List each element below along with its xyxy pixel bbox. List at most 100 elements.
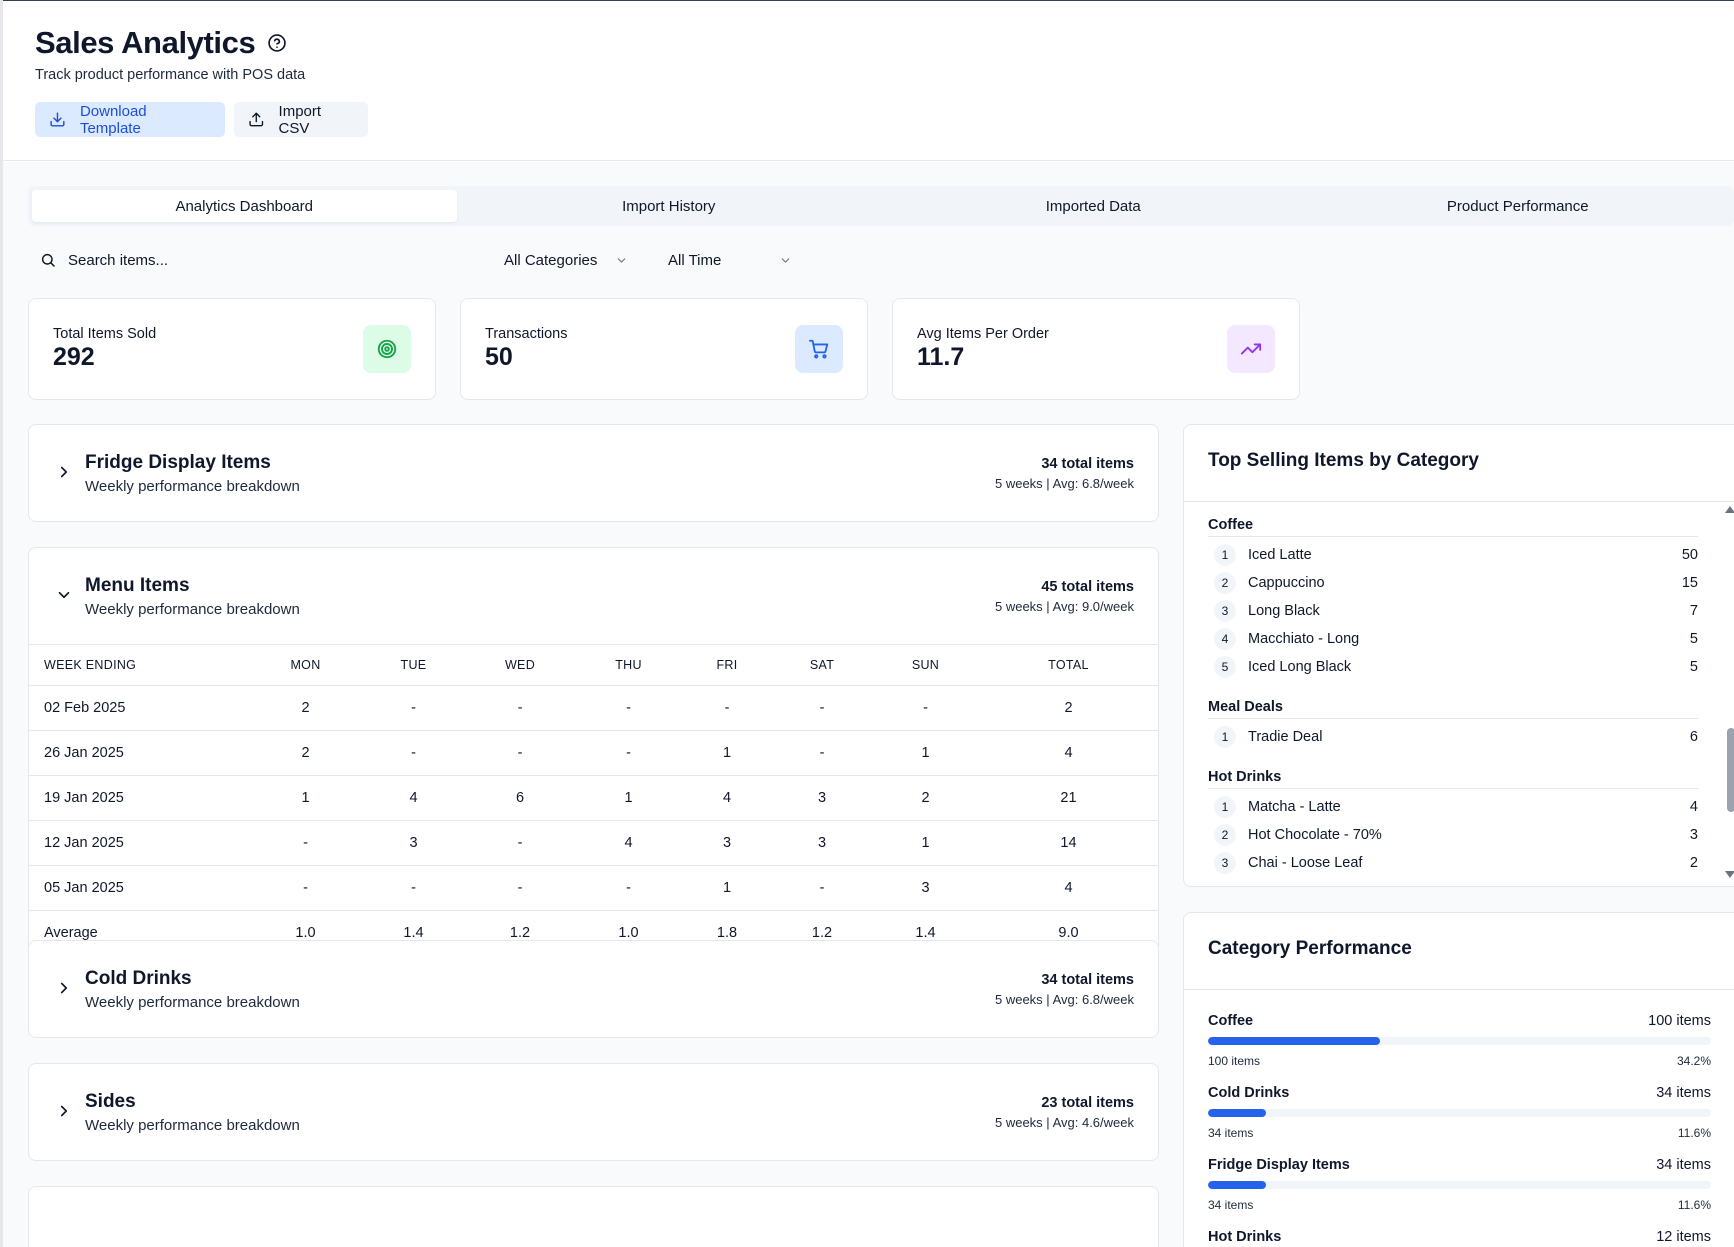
panel-title: Top Selling Items by Category — [1208, 450, 1479, 471]
top-selling-group: Coffee 1 Iced Latte 50 2 Cappuccino 15 3 Long Bl… — [1208, 513, 1698, 681]
stat-label: Transactions — [485, 326, 568, 342]
category-header[interactable]: Fridge Display Items Weekly performance … — [29, 425, 1158, 521]
progress-fill — [1208, 1109, 1267, 1117]
column-header: THU — [615, 658, 642, 672]
category-meta: 5 weeks | Avg: 9.0/week — [994, 599, 1134, 614]
category-title: Cold Drinks — [85, 968, 192, 989]
tab-product-performance[interactable]: Product Performance — [1446, 197, 1589, 215]
item-name: Macchiato - Long — [1248, 631, 1360, 647]
category-select[interactable]: All Categories — [490, 237, 642, 283]
category-avg: Avg: 4.6/week — [1052, 1115, 1134, 1130]
scroll-up-arrow[interactable] — [1725, 506, 1734, 513]
scroll-thumb[interactable] — [1727, 728, 1734, 812]
list-item: 3 Long Black 7 — [1208, 597, 1698, 625]
chevron-down-icon — [58, 591, 70, 599]
table-cell: - — [772, 685, 872, 731]
table-cell: 2 — [979, 685, 1158, 731]
tab-import-history[interactable]: Import History — [622, 197, 716, 215]
table-cell: 4 — [979, 865, 1158, 911]
category-header[interactable]: Cold Drinks Weekly performance breakdown… — [29, 941, 1158, 1037]
table-cell: 2 — [249, 730, 362, 776]
filter-bar: All Categories All Time — [28, 237, 806, 283]
chevron-right-icon — [60, 982, 68, 994]
top-selling-list[interactable]: Coffee 1 Iced Latte 50 2 Cappuccino 15 3 Long Bl… — [1184, 502, 1734, 882]
table-cell: 1 — [872, 730, 979, 776]
table-cell: 14 — [979, 820, 1158, 866]
page-subtitle: Track product performance with POS data — [35, 67, 306, 83]
title-row: Sales Analytics — [35, 25, 287, 61]
category-header[interactable]: Sides Weekly performance breakdown 23 to… — [29, 1064, 1158, 1160]
category-title: Fridge Display Items — [85, 452, 271, 473]
time-select[interactable]: All Time — [654, 237, 806, 283]
category-card-menu-items: Menu Items Weekly performance breakdown … — [28, 547, 1159, 957]
category-items-small: 34 items — [1208, 1198, 1254, 1212]
item-name: Chai - Loose Leaf — [1248, 855, 1363, 871]
progress-track — [1208, 1181, 1711, 1189]
category-performance-item: Fridge Display Items 34 items 34 items 11.6… — [1208, 1157, 1711, 1229]
table-cell: - — [465, 730, 575, 776]
category-name: Coffee — [1208, 1013, 1254, 1029]
table-header-row: WEEK ENDING MON TUE WED THU FRI SAT SUN … — [29, 645, 1158, 686]
list-item: 1 Iced Latte 50 — [1208, 541, 1698, 569]
search-box — [28, 237, 478, 283]
stats-row: Total Items Sold 292 Transactions 50 Avg… — [28, 298, 1300, 400]
item-name: Long Black — [1248, 603, 1320, 619]
table-row: 26 Jan 2025 2- - -1-1 4 — [29, 730, 1158, 776]
stat-card-avg-items: Avg Items Per Order 11.7 — [892, 298, 1300, 400]
tab-imported-data[interactable]: Imported Data — [1045, 197, 1141, 215]
import-csv-button[interactable]: Import CSV — [234, 102, 368, 137]
column-header: TUE — [400, 658, 427, 672]
column-header: WEEK ENDING — [44, 658, 137, 672]
category-card-next — [28, 1186, 1159, 1247]
chevron-right-icon — [60, 466, 68, 478]
item-count: 2 — [1689, 855, 1698, 871]
column-header: MON — [290, 658, 321, 672]
column-header: SUN — [911, 658, 940, 672]
chevron-down-icon — [781, 257, 790, 263]
category-percent: 34.2% — [1676, 1054, 1711, 1068]
category-items-small: 34 items — [1208, 1126, 1254, 1140]
table-cell: - — [575, 730, 682, 776]
category-card-fridge-display: Fridge Display Items Weekly performance … — [28, 424, 1159, 522]
column-header: TOTAL — [1048, 658, 1089, 672]
column-header: SAT — [809, 658, 835, 672]
table-cell: 1 — [249, 775, 362, 821]
search-input[interactable] — [68, 251, 448, 269]
rank-badge: 4 — [1214, 628, 1236, 650]
category-subtitle: Weekly performance breakdown — [85, 478, 300, 495]
trending-up-icon — [1240, 343, 1262, 355]
category-avg: Avg: 9.0/week — [1052, 599, 1134, 614]
category-select-value: All Categories — [504, 251, 598, 269]
progress-fill — [1208, 1181, 1267, 1189]
category-header[interactable]: Menu Items Weekly performance breakdown … — [29, 548, 1158, 644]
category-items-count: 100 items — [1648, 1013, 1711, 1029]
category-items-small: 100 items — [1208, 1054, 1261, 1068]
scrollbar[interactable] — [1723, 502, 1734, 882]
item-count: 50 — [1681, 547, 1698, 563]
scroll-down-arrow[interactable] — [1725, 871, 1734, 878]
category-name: Hot Drinks — [1208, 1229, 1282, 1245]
list-item: 2 Cappuccino 15 — [1208, 569, 1698, 597]
category-items-count: 12 items — [1656, 1229, 1711, 1245]
category-subtitle: Weekly performance breakdown — [85, 1117, 300, 1134]
table-cell: - — [465, 820, 575, 866]
tab-bar: Analytics Dashboard Import History Impor… — [28, 186, 1734, 226]
item-name: Tradie Deal — [1248, 729, 1323, 745]
download-template-button[interactable]: Download Template — [35, 102, 225, 137]
table-cell: 3 — [362, 820, 465, 866]
category-title: Menu Items — [85, 575, 190, 596]
window-left-border — [0, 0, 3, 1247]
column-header: WED — [504, 658, 536, 672]
table-cell: - — [465, 865, 575, 911]
stat-icon-box — [1227, 325, 1275, 373]
chevron-down-icon — [617, 257, 626, 263]
time-select-value: All Time — [668, 251, 722, 269]
tab-analytics-dashboard[interactable]: Analytics Dashboard — [32, 190, 457, 222]
help-circle-icon[interactable] — [267, 33, 287, 53]
week-ending-cell: 19 Jan 2025 — [29, 775, 249, 821]
table-cell: 4 — [575, 820, 682, 866]
upload-icon — [249, 112, 264, 127]
category-total: 34 total items — [1041, 972, 1134, 988]
table-cell: - — [772, 865, 872, 911]
category-avg: Avg: 6.8/week — [1052, 476, 1134, 491]
